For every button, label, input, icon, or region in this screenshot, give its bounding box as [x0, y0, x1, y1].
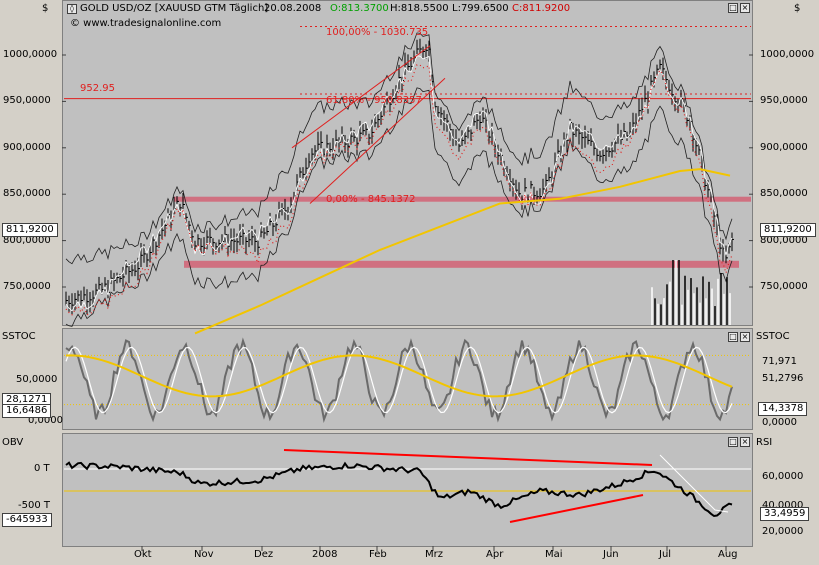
price-right-tick-label: 1000,0000	[760, 49, 815, 60]
price-right-tick-label: 850,0000	[760, 188, 808, 200]
quote-open: O:813.3700	[330, 3, 389, 14]
quote-high: H:818.5500	[390, 3, 449, 14]
stoch-right-value-2: 51,2796	[762, 372, 804, 384]
price-right-tick-label: 800,0000	[760, 234, 808, 246]
price-pane[interactable]	[62, 0, 753, 326]
stoch-k-line	[65, 337, 733, 424]
maximize-pane-icon[interactable]: □	[728, 3, 738, 13]
quote-date: 20.08.2008	[264, 3, 322, 14]
currency-symbol-left: $	[42, 3, 49, 14]
envelope-white	[65, 55, 733, 312]
currency-symbol-right: $	[794, 3, 801, 14]
stoch-right-tag: 14,3378	[758, 402, 808, 417]
stoch-left-tick: 0,0000	[28, 415, 63, 426]
trend-channel-lower	[309, 77, 446, 204]
obv-left-tag: -645933	[2, 513, 52, 527]
stoch-right-value-1: 71,971	[762, 355, 797, 367]
close-pane-icon[interactable]: ×	[740, 3, 750, 13]
obv-name-left: OBV	[2, 437, 24, 448]
instrument-title: GOLD USD/OZ [XAUUSD GTM Täglich]	[80, 3, 269, 14]
rsi-name-right: RSI	[756, 437, 773, 448]
close-obv-icon[interactable]: ×	[740, 437, 750, 447]
copyright-label: © www.tradesignalonline.com	[70, 18, 222, 29]
price-left-tick-label: 1000,0000	[3, 49, 58, 60]
maximize-obv-icon[interactable]: □	[728, 437, 738, 447]
stoch-left-tick: 50,0000	[16, 374, 58, 385]
stoch-d-line	[65, 346, 733, 414]
price-left-tick-label: 900,0000	[3, 141, 51, 153]
x-axis-label: Nov	[194, 549, 214, 560]
rsi-right-tick: 40,0000	[762, 500, 804, 511]
bollinger-lower	[65, 87, 733, 327]
x-axis-label: Apr	[486, 549, 504, 560]
close-stoch-icon[interactable]: ×	[740, 332, 750, 342]
last-price-tag-right: 811,9200	[760, 222, 816, 237]
price-left-tick-label: 850,0000	[3, 188, 51, 200]
fib-100-label: 100,00% - 1030.735	[326, 27, 429, 38]
rsi-right-tag: 33,4959	[760, 507, 810, 521]
obv-divergence-lower	[509, 494, 644, 523]
stoch-left-tag-2: 16,6486	[2, 404, 52, 418]
obv-pane[interactable]	[62, 433, 753, 547]
x-axis-label: Okt	[134, 549, 152, 560]
bollinger-upper	[65, 32, 733, 265]
rsi-line	[659, 454, 729, 513]
stoch-right-zero: 0,0000	[762, 417, 797, 428]
fib-618-label: 61,80% - 950.8357	[326, 95, 422, 106]
maximize-stoch-icon[interactable]: □	[728, 332, 738, 342]
fib-0-band	[174, 196, 751, 202]
price-left-tick-label: 950,0000	[3, 95, 51, 107]
obv-line	[65, 461, 733, 518]
support-band-775	[184, 260, 739, 268]
obv-left-tick: -500 T	[18, 500, 50, 511]
x-axis-label: 2008	[312, 549, 338, 560]
obv-divergence-upper	[283, 449, 653, 466]
x-axis-label: Aug	[718, 549, 738, 560]
pane-menu-icon[interactable]: ◊	[67, 4, 77, 14]
trend-channel-upper	[291, 45, 431, 149]
x-axis-label: Jun	[603, 549, 619, 560]
price-right-tick-label: 950,0000	[760, 95, 808, 107]
quote-close: C:811.9200	[512, 3, 571, 14]
stoch-name-left: SSTOC	[2, 331, 36, 342]
price-right-tick-label: 900,0000	[760, 141, 808, 153]
level-952-label: 952.95	[80, 83, 115, 94]
x-axis-label: Mrz	[425, 549, 443, 560]
rsi-right-tick: 20,0000	[762, 526, 804, 537]
x-axis-label: Dez	[254, 549, 274, 560]
stoch-signal-line	[65, 354, 733, 398]
rsi-right-tick: 60,0000	[762, 471, 804, 482]
stoch-name-right: SSTOC	[756, 331, 790, 342]
quote-low: L:799.6500	[452, 3, 509, 14]
price-left-tick-label: 800,0000	[3, 234, 51, 246]
obv-left-tick: 0 T	[34, 463, 50, 474]
price-right-tick-label: 750,0000	[760, 281, 808, 292]
fib-0-label: 0,00% - 845.1372	[326, 194, 416, 205]
x-axis-label: Feb	[369, 549, 387, 560]
moving-average-red	[65, 64, 733, 316]
x-axis-label: Jul	[659, 549, 672, 560]
x-axis-label: Mai	[545, 549, 563, 560]
price-left-tick-label: 750,0000	[3, 281, 51, 292]
moving-average-yellow	[194, 168, 731, 335]
last-price-tag-left: 811,9200	[2, 222, 58, 237]
